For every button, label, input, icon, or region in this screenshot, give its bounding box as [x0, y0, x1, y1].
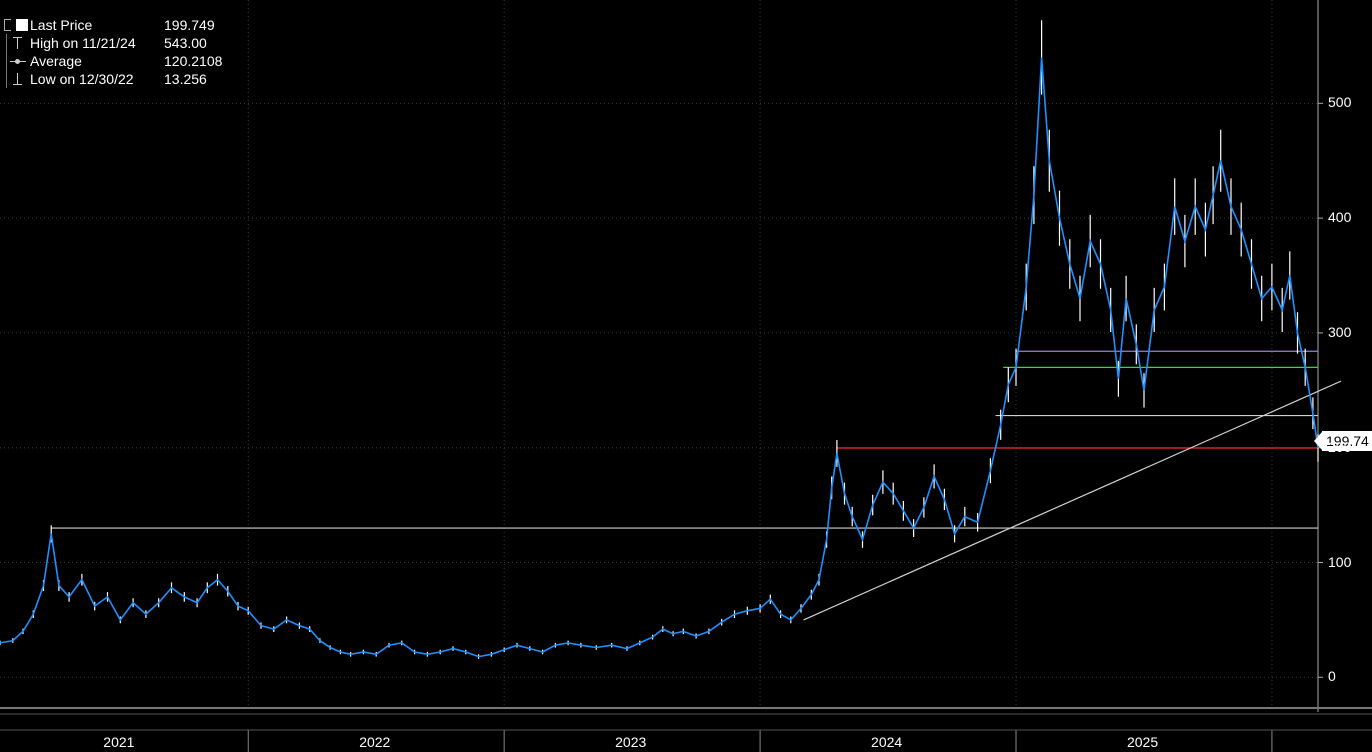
legend-low-value: 13.256: [164, 71, 207, 87]
x-year-label: 2021: [103, 734, 135, 750]
legend-avg-label: Average: [30, 53, 82, 69]
legend-avg-value: 120.2108: [164, 53, 223, 69]
y-tick-label: 500: [1328, 94, 1352, 111]
average-marker-icon: [4, 52, 30, 70]
x-year-label: 2025: [1126, 734, 1159, 750]
legend: Last Price 199.749 High on 11/21/24 543.…: [4, 16, 222, 88]
price-line: [0, 57, 1319, 658]
price-wicks: [0, 20, 1319, 659]
y-tick-label: 300: [1328, 323, 1352, 340]
y-tick-label: 100: [1328, 553, 1352, 570]
y-tick-label: 200: [1328, 438, 1352, 455]
high-marker-icon: [4, 34, 30, 52]
square-icon: [4, 16, 30, 34]
x-year-label: 2024: [871, 734, 903, 750]
legend-last-price[interactable]: Last Price 199.749: [4, 16, 222, 34]
trendline: [803, 380, 1342, 621]
y-tick-label: 0: [1328, 668, 1336, 685]
legend-high[interactable]: High on 11/21/24 543.00: [4, 34, 222, 52]
x-year-label: 2023: [615, 734, 647, 750]
legend-high-label: High on 11/21/24: [30, 35, 136, 51]
low-marker-icon: [4, 70, 30, 88]
y-tick-label: 400: [1328, 209, 1352, 226]
legend-average[interactable]: Average 120.2108: [4, 52, 222, 70]
legend-low[interactable]: Low on 12/30/22 13.256: [4, 70, 222, 88]
legend-high-value: 543.00: [164, 35, 207, 51]
legend-low-label: Low on 12/30/22: [30, 71, 134, 87]
legend-last-value: 199.749: [164, 17, 215, 33]
legend-last-label: Last Price: [30, 17, 93, 33]
x-year-label: 2022: [359, 734, 391, 750]
last-price-tag: 199.74: [1314, 431, 1372, 451]
